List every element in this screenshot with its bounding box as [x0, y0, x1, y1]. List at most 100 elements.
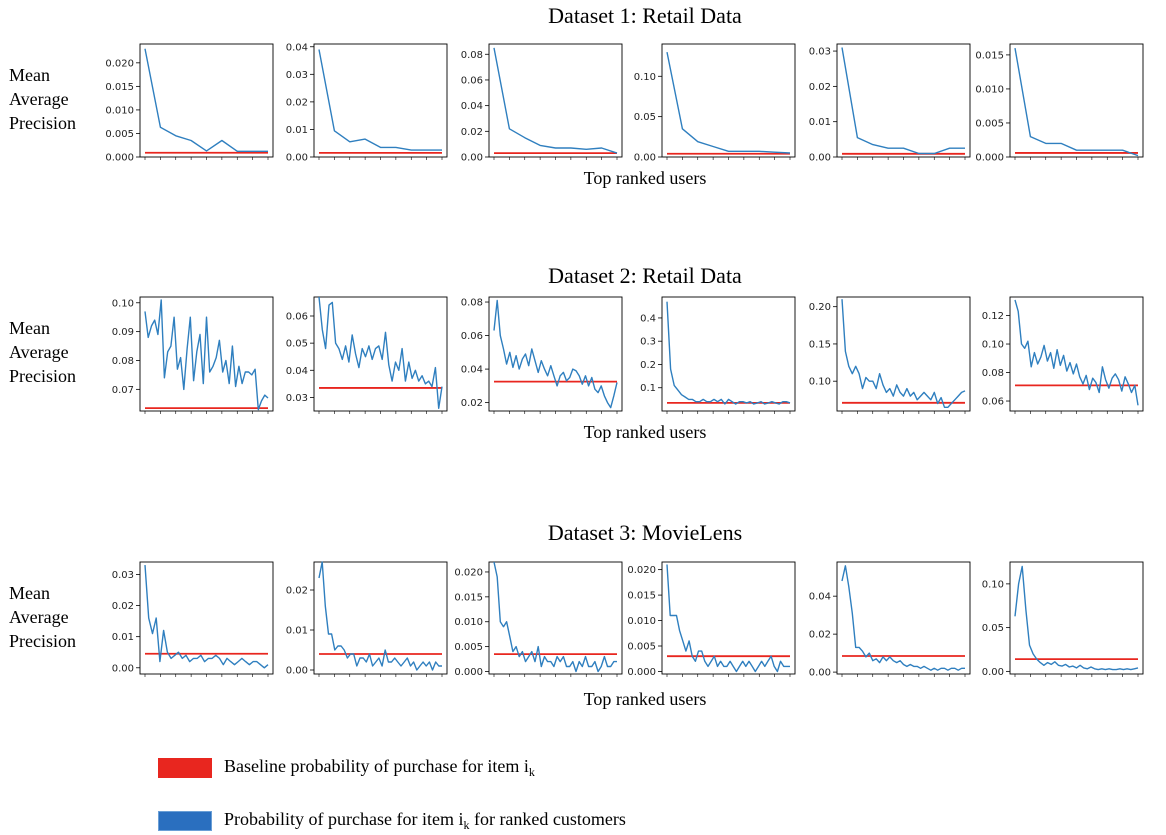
y-tick-label: 0.01	[286, 626, 308, 637]
y-tick-label: 0.03	[286, 393, 308, 404]
y-tick-label: 0.015	[105, 82, 134, 93]
y-tick-label: 0.05	[286, 339, 308, 350]
precision-series-line	[841, 299, 966, 408]
y-tick-label: 0.08	[461, 298, 483, 309]
y-tick-label: 0.10	[982, 579, 1004, 590]
y-tick-label: 0.00	[286, 666, 308, 677]
y-tick-label: 0.010	[627, 616, 656, 627]
y-tick-label: 0.15	[809, 339, 831, 350]
y-tick-label: 0.08	[982, 368, 1004, 379]
y-tick-label: 0.000	[454, 667, 483, 678]
y-label-line: Precision	[9, 366, 76, 386]
y-label-line: Average	[9, 607, 69, 627]
plot-frame	[488, 561, 623, 675]
y-label-line: Mean	[9, 318, 50, 338]
plot-frame	[661, 296, 796, 412]
precision-series-line	[666, 51, 791, 154]
y-tick-label: 0.010	[975, 84, 1004, 95]
y-axis-label-row-2: Mean Average Precision	[9, 316, 76, 388]
y-tick-label: 0.00	[634, 153, 656, 164]
y-tick-label: 0.04	[461, 365, 483, 376]
y-tick-label: 0.020	[627, 565, 656, 576]
y-tick-label: 0.10	[634, 72, 656, 83]
y-tick-label: 0.00	[809, 668, 831, 679]
model-color-swatch	[158, 811, 212, 831]
y-tick-label: 0.01	[809, 117, 831, 128]
y-axis-label-row-1: Mean Average Precision	[9, 63, 76, 135]
y-tick-label: 0.4	[640, 313, 656, 324]
y-tick-label: 0.010	[105, 105, 134, 116]
y-tick-label: 0.09	[112, 327, 134, 338]
y-tick-label: 0.00	[982, 667, 1004, 678]
y-tick-label: 0.020	[454, 567, 483, 578]
y-tick-label: 0.3	[640, 337, 656, 348]
dataset-1-title: Dataset 1: Retail Data	[548, 3, 742, 28]
line-chart-grid: 0.000 0.005 0.010 0.015 0.020 0.00 0.01 0.02 0.0…	[105, 42, 1144, 679]
y-tick-label: 0.03	[286, 70, 308, 81]
y-tick-label: 0.2	[640, 360, 656, 371]
plot-frame	[661, 43, 796, 158]
y-tick-label: 0.005	[975, 118, 1004, 129]
y-label-line: Precision	[9, 631, 76, 651]
y-tick-label: 0.20	[809, 302, 831, 313]
y-tick-label: 0.1	[640, 383, 656, 394]
precision-series-line	[144, 48, 268, 153]
y-tick-label: 0.015	[975, 50, 1004, 61]
plot-frame	[1009, 43, 1144, 158]
legend-baseline-label: Baseline probability of purchase for ite…	[224, 756, 535, 779]
y-tick-label: 0.08	[112, 356, 134, 367]
y-tick-label: 0.015	[627, 591, 656, 602]
precision-series-line	[1014, 47, 1139, 157]
precision-series-line	[318, 561, 442, 671]
y-tick-label: 0.02	[286, 586, 308, 597]
y-axis-label-row-3: Mean Average Precision	[9, 581, 76, 653]
y-tick-label: 0.00	[286, 153, 308, 164]
y-tick-label: 0.03	[112, 570, 134, 581]
plot-frame	[836, 561, 971, 675]
x-axis-label-row-1: Top ranked users	[583, 168, 707, 188]
precision-series-line	[666, 301, 791, 405]
plot-frame	[836, 296, 971, 412]
y-tick-label: 0.03	[809, 47, 831, 58]
y-tick-label: 0.010	[454, 617, 483, 628]
y-tick-label: 0.08	[461, 50, 483, 61]
precision-series-line	[144, 299, 269, 411]
y-tick-label: 0.05	[982, 623, 1004, 634]
precision-series-line	[666, 564, 790, 673]
plot-frame	[836, 43, 971, 158]
precision-series-line	[318, 296, 443, 409]
y-tick-label: 0.04	[286, 42, 308, 53]
y-label-line: Mean	[9, 65, 50, 85]
y-tick-label: 0.04	[809, 592, 831, 603]
y-label-line: Average	[9, 89, 69, 109]
y-tick-label: 0.000	[105, 153, 134, 164]
y-tick-label: 0.06	[286, 312, 308, 323]
y-tick-label: 0.02	[809, 82, 831, 93]
x-axis-label-row-2: Top ranked users	[583, 422, 707, 442]
precision-series-line	[493, 47, 618, 154]
y-tick-label: 0.02	[809, 630, 831, 641]
y-tick-label: 0.01	[112, 632, 134, 643]
baseline-color-swatch	[158, 758, 212, 778]
y-tick-label: 0.04	[461, 101, 483, 112]
y-tick-label: 0.000	[975, 153, 1004, 164]
precision-series-line	[493, 561, 617, 673]
y-tick-label: 0.01	[286, 125, 308, 136]
y-tick-label: 0.015	[454, 592, 483, 603]
y-tick-label: 0.10	[112, 298, 134, 309]
precision-series-line	[1014, 565, 1139, 671]
precision-series-line	[144, 565, 269, 669]
y-label-line: Mean	[9, 583, 50, 603]
precision-series-line	[318, 49, 442, 151]
y-label-line: Precision	[9, 113, 76, 133]
legend-model-label: Probability of purchase for item ik for …	[224, 809, 626, 832]
precision-series-line	[841, 47, 965, 155]
y-tick-label: 0.06	[461, 75, 483, 86]
y-tick-label: 0.020	[105, 58, 134, 69]
plot-frame	[1009, 561, 1144, 675]
y-tick-label: 0.06	[461, 331, 483, 342]
precision-series-line	[841, 565, 965, 671]
y-label-line: Average	[9, 342, 69, 362]
y-tick-label: 0.005	[627, 642, 656, 653]
plot-frame	[488, 43, 623, 158]
